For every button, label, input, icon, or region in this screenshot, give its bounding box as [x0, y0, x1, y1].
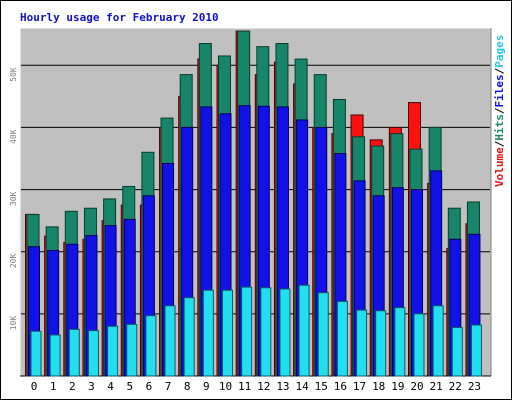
bar-pages-8: [183, 297, 195, 377]
bar-pages-6: [145, 315, 157, 377]
bar-pages-14: [298, 284, 310, 377]
bar-pages-1: [49, 334, 61, 377]
bar-pages-5: [126, 323, 138, 377]
bar-pages-19: [394, 307, 406, 377]
bar-pages-18: [375, 310, 387, 377]
bar-pages-22: [451, 327, 463, 377]
x-tick-label: 5: [126, 380, 133, 393]
legend-entry-files: Files: [493, 74, 506, 107]
y-tick-label: 50K: [9, 67, 18, 82]
bar-pages-20: [413, 313, 425, 377]
bar-pages-10: [222, 289, 233, 377]
bar-pages-7: [164, 305, 176, 377]
bar-pages-16: [336, 300, 348, 377]
x-tick-label: 20: [410, 380, 423, 393]
bar-pages-3: [87, 330, 99, 377]
bar-pages-21: [432, 305, 444, 377]
y-tick-label: 20K: [9, 254, 18, 269]
bar-pages-2: [68, 328, 80, 377]
x-tick-label: 18: [372, 380, 385, 393]
x-tick-label: 4: [107, 380, 114, 393]
x-tick-label: 8: [184, 380, 191, 393]
x-tick-labels: 0 1 2 3 4 5 6 7 8 9 10 11 12 13 14 15 16 17 18 19 20 21 22 23: [31, 380, 481, 393]
x-tick-label: 13: [276, 380, 289, 393]
x-tick-label: 17: [353, 380, 366, 393]
bar-pages-4: [107, 325, 119, 377]
x-tick-label: 22: [449, 380, 462, 393]
x-tick-label: 1: [50, 380, 57, 393]
legend-entry-pages: Pages: [493, 35, 506, 68]
x-tick-label: 21: [430, 380, 443, 393]
legend-entry-volume: Volume: [493, 147, 506, 187]
x-tick-label: 3: [88, 380, 95, 393]
bar-pages-15: [317, 292, 329, 377]
x-tick-label: 23: [468, 380, 481, 393]
legend-entry-hits: Hits: [493, 114, 506, 141]
bar-pages-11: [241, 286, 253, 377]
x-tick-label: 14: [295, 380, 309, 393]
bars: [25, 30, 482, 377]
x-tick-label: 19: [391, 380, 404, 393]
y-tick-label: 30K: [9, 191, 18, 206]
x-tick-label: 7: [165, 380, 172, 393]
x-tick-label: 2: [69, 380, 76, 393]
legend: Volume/Hits/Files/Pages: [493, 35, 506, 187]
x-tick-label: 6: [146, 380, 153, 393]
y-tick-label: 40K: [9, 129, 18, 144]
x-tick-label: 9: [203, 380, 210, 393]
bar-pages-23: [470, 324, 482, 377]
bar-pages-0: [30, 330, 42, 377]
x-tick-label: 12: [257, 380, 270, 393]
bar-pages-17: [356, 309, 368, 377]
legend-separator: /: [493, 140, 506, 147]
legend-separator: /: [493, 107, 506, 114]
bar-pages-13: [279, 288, 291, 377]
x-tick-label: 10: [219, 380, 232, 393]
x-tick-label: 0: [31, 380, 38, 393]
chart-title: Hourly usage for February 2010: [20, 11, 219, 24]
bar-pages-9: [202, 289, 214, 377]
x-tick-label: 15: [315, 380, 328, 393]
bar-pages-12: [260, 287, 272, 377]
x-tick-label: 16: [334, 380, 347, 393]
y-tick-label: 10K: [9, 316, 18, 331]
legend-separator: /: [493, 67, 506, 74]
x-tick-label: 11: [238, 380, 251, 393]
y-tick-labels: 10K 20K 30K 40K 50K: [9, 67, 18, 330]
